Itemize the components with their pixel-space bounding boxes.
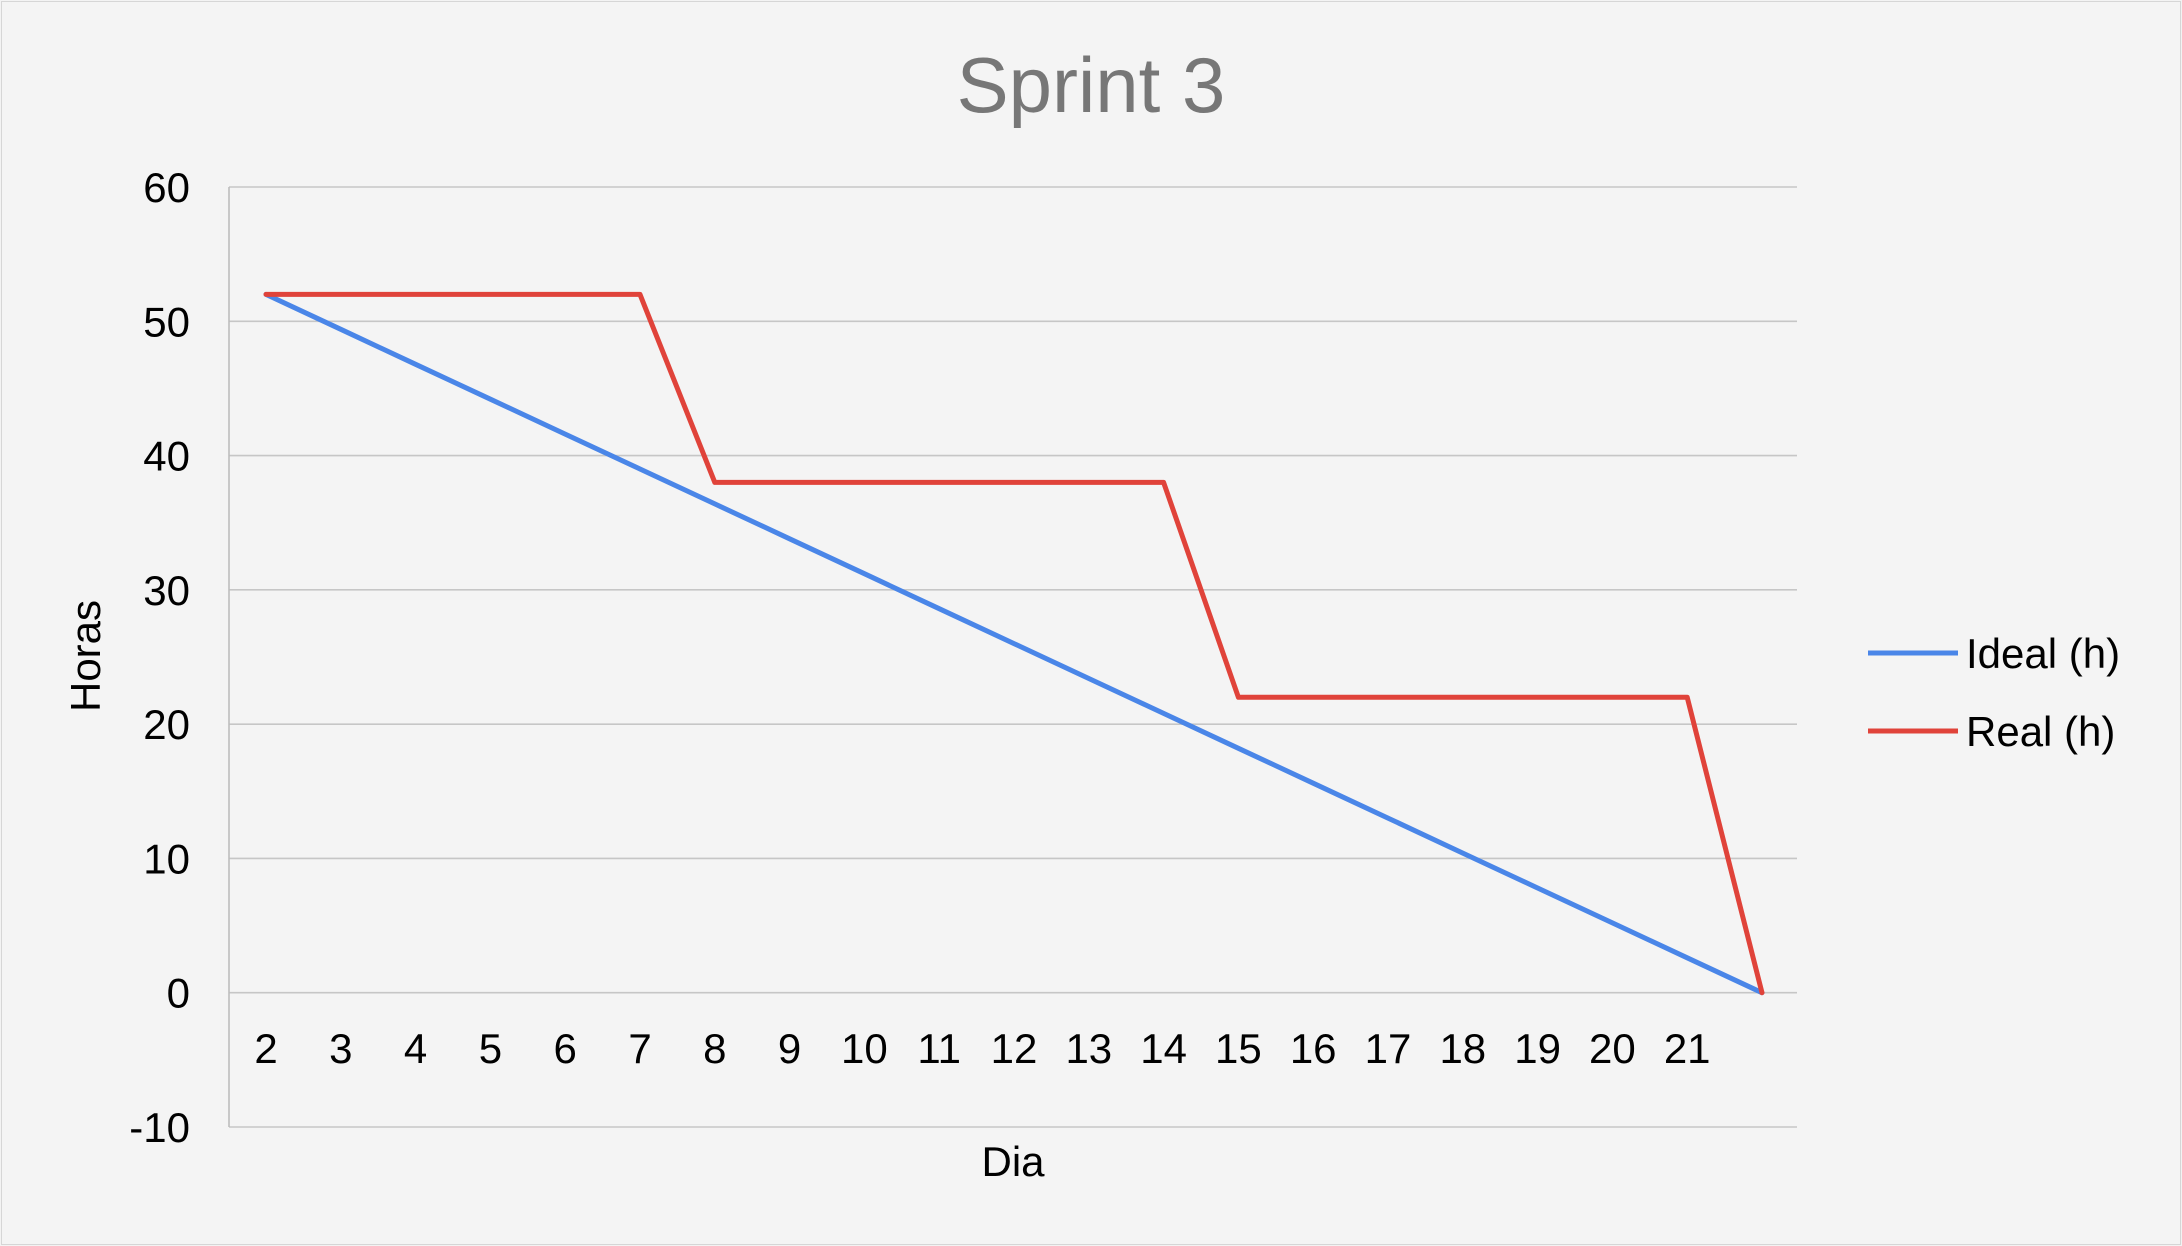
x-tick-label: 12: [991, 1025, 1038, 1072]
x-tick-label: 10: [841, 1025, 888, 1072]
x-tick-label: 9: [778, 1025, 801, 1072]
x-tick-label: 21: [1664, 1025, 1711, 1072]
x-tick-label: 2: [254, 1025, 277, 1072]
y-tick-label: -10: [129, 1104, 190, 1151]
x-tick-label: 16: [1290, 1025, 1337, 1072]
x-tick-label: 11: [917, 1025, 961, 1072]
y-tick-label: 50: [143, 298, 190, 345]
x-tick-label: 13: [1065, 1025, 1112, 1072]
chart-title: Sprint 3: [957, 41, 1226, 129]
legend: Ideal (h) Real (h): [1868, 630, 2120, 755]
x-tick-label: 3: [329, 1025, 352, 1072]
gridlines: [229, 186, 1797, 1128]
x-tick-label: 14: [1140, 1025, 1187, 1072]
y-tick-label: 20: [143, 701, 190, 748]
series-line-ideal: [263, 291, 1765, 996]
y-axis-label: Horas: [62, 600, 109, 712]
y-tick-label: 0: [167, 970, 190, 1017]
y-axis-ticks: 60 50 40 30 20 10 0 -10: [129, 164, 190, 1151]
x-tick-label: 19: [1514, 1025, 1561, 1072]
x-tick-label: 20: [1589, 1025, 1636, 1072]
x-tick-label: 15: [1215, 1025, 1262, 1072]
x-tick-label: 8: [703, 1025, 726, 1072]
x-tick-label: 4: [404, 1025, 427, 1072]
series-line-real: [263, 291, 1765, 996]
x-axis-ticks: 2 3 4 5 6 7 8 9 10 11 12 13 14 15 16 17 18 19 20 21: [254, 1025, 1710, 1072]
legend-label: Ideal (h): [1966, 630, 2120, 677]
legend-label: Real (h): [1966, 708, 2115, 755]
y-tick-label: 40: [143, 433, 190, 480]
series-lines: [263, 291, 1765, 996]
x-axis-label: Dia: [981, 1138, 1045, 1185]
y-tick-label: 30: [143, 567, 190, 614]
x-tick-label: 18: [1439, 1025, 1486, 1072]
x-tick-label: 5: [479, 1025, 502, 1072]
x-tick-label: 17: [1365, 1025, 1412, 1072]
x-tick-label: 6: [554, 1025, 577, 1072]
x-tick-label: 7: [628, 1025, 651, 1072]
y-tick-label: 10: [143, 835, 190, 882]
y-tick-label: 60: [143, 164, 190, 211]
